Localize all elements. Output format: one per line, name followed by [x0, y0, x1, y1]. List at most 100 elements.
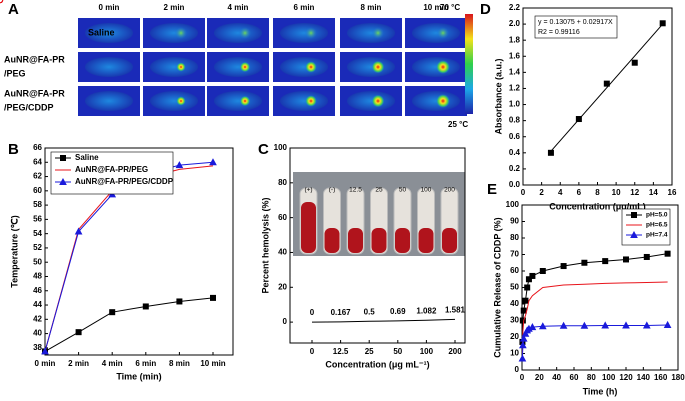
legend-label: Saline — [75, 153, 99, 162]
hot-spot — [239, 95, 251, 107]
tube-content — [371, 228, 387, 253]
y-tick-label: 2.0 — [509, 19, 521, 28]
y-tick-label: 30 — [510, 316, 519, 325]
legend-label: pH=6.5 — [646, 222, 668, 229]
x-axis-label: Time (h) — [583, 386, 618, 396]
marker — [581, 259, 588, 266]
y-tick-label: 40 — [33, 329, 42, 338]
x-tick-label: 120 — [619, 373, 633, 382]
marker — [176, 298, 183, 305]
x-tick-label: 0 — [520, 373, 525, 382]
legend-label: AuNR@FA-PR/PEG/CDDP — [75, 177, 174, 186]
x-tick-label: 200 — [448, 347, 462, 356]
colorbar — [465, 14, 473, 114]
series-line — [44, 297, 214, 352]
marker — [538, 322, 547, 330]
tube-content — [395, 228, 410, 253]
y-axis-label: Cumulative Release of CDDP (%) — [492, 217, 502, 357]
hot-spot — [305, 27, 317, 39]
panel-letter: E — [487, 181, 497, 198]
y-tick-label: 20 — [278, 282, 287, 291]
marker — [631, 212, 637, 218]
y-tick-label: 58 — [33, 200, 42, 209]
x-tick-label: 2 min — [68, 359, 89, 368]
tube-content — [301, 202, 316, 253]
marker — [630, 230, 638, 238]
data-label: 0 — [310, 308, 315, 317]
legend-box — [50, 151, 174, 195]
marker — [210, 294, 216, 301]
y-axis-label: Absorbance (a.u.) — [493, 58, 503, 134]
y-tick-label: 42 — [33, 314, 42, 323]
hot-spot — [436, 60, 450, 74]
x-tick-label: 8 — [595, 188, 600, 197]
y-tick-label: 20 — [510, 332, 519, 341]
y-tick-label: 0.0 — [509, 180, 521, 189]
y-tick-label: 62 — [33, 172, 42, 181]
marker — [41, 347, 49, 355]
plot-frame — [44, 147, 234, 356]
y-tick-label: 1.8 — [509, 35, 521, 44]
column-header: 4 min — [228, 3, 249, 12]
x-tick-label: 12 — [630, 188, 639, 197]
hot-spot — [175, 27, 187, 39]
mouse-body — [412, 23, 460, 43]
marker — [520, 307, 527, 314]
y-tick-label: 48 — [33, 272, 42, 281]
panel-letter: B — [8, 141, 19, 158]
marker — [524, 284, 531, 291]
annotation: y = 0.13075 + 0.02917X — [538, 19, 613, 26]
marker — [522, 297, 529, 304]
data-label: 1.581 — [445, 305, 466, 314]
legend-label: pH=5.0 — [646, 212, 668, 219]
colorbar-bottom: 25 °C — [448, 120, 468, 129]
x-tick-label: 40 — [552, 373, 561, 382]
hot-spot — [436, 94, 450, 108]
y-tick-label: 40 — [278, 248, 287, 257]
x-tick-label: 2 — [539, 188, 544, 197]
y-tick-label: 40 — [510, 299, 519, 308]
column-header: 2 min — [164, 3, 185, 12]
marker — [559, 321, 568, 329]
x-tick-label: 16 — [668, 188, 677, 197]
marker — [525, 276, 532, 283]
column-header: 6 min — [294, 3, 315, 12]
row-label: /PEG — [4, 68, 26, 78]
y-tick-label: 66 — [33, 143, 42, 152]
hot-spot — [176, 62, 186, 72]
marker — [631, 59, 638, 66]
row-label: /PEG/CDDP — [4, 102, 54, 112]
x-axis-label: Concentration (μg mL⁻¹) — [325, 359, 429, 369]
panel-letter: A — [8, 1, 19, 18]
x-tick-label: 10 — [612, 188, 621, 197]
legend-label: AuNR@FA-PR/PEG — [75, 165, 148, 174]
row-label: AuNR@FA-PR — [4, 88, 65, 98]
x-tick-label: 140 — [637, 373, 651, 382]
column-header: 0 min — [99, 3, 120, 12]
marker — [175, 161, 184, 169]
x-tick-label: 20 — [535, 373, 544, 382]
data-label: 0.5 — [364, 307, 376, 316]
mouse-body — [347, 23, 395, 43]
colorbar-top: 70 °C — [440, 3, 460, 12]
hot-spot — [239, 61, 251, 73]
data-label: 1.082 — [416, 306, 437, 315]
y-tick-label: 2.2 — [509, 3, 521, 12]
marker — [602, 258, 609, 265]
x-tick-label: 4 min — [102, 359, 123, 368]
marker — [622, 321, 630, 329]
marker — [75, 329, 82, 336]
mouse-body — [150, 91, 198, 111]
hot-spot — [176, 96, 186, 106]
series-line — [311, 318, 456, 323]
x-tick-label: 50 — [393, 347, 402, 356]
marker — [519, 334, 528, 342]
marker — [601, 321, 610, 329]
y-tick-label: 0.2 — [509, 164, 521, 173]
marker — [664, 250, 671, 257]
y-tick-label: 80 — [510, 233, 519, 242]
marker — [659, 20, 666, 27]
marker — [580, 321, 589, 329]
hot-spot — [372, 27, 384, 39]
